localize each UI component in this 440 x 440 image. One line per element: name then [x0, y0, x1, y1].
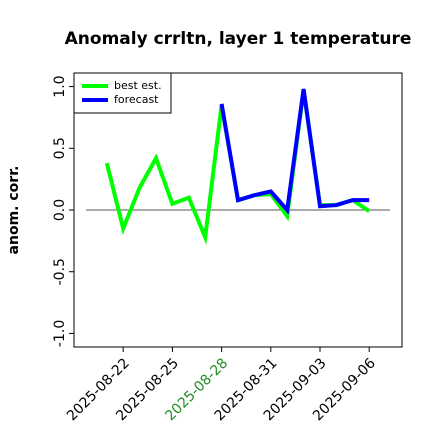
y-tick-label: 0.5	[52, 137, 68, 159]
y-tick-label: -1.0	[52, 320, 68, 347]
legend-label: best est.	[114, 79, 162, 92]
y-axis-label: anom. corr.	[6, 166, 22, 255]
y-tick-label: 0.0	[52, 199, 68, 221]
series-line	[219, 88, 370, 215]
legend-box	[73, 72, 172, 114]
y-tick-label: 1.0	[52, 75, 68, 97]
legend-label: forecast	[114, 93, 159, 106]
y-tick-label: -0.5	[52, 258, 68, 285]
chart-title: Anomaly crrltn, layer 1 temperature	[65, 29, 412, 49]
